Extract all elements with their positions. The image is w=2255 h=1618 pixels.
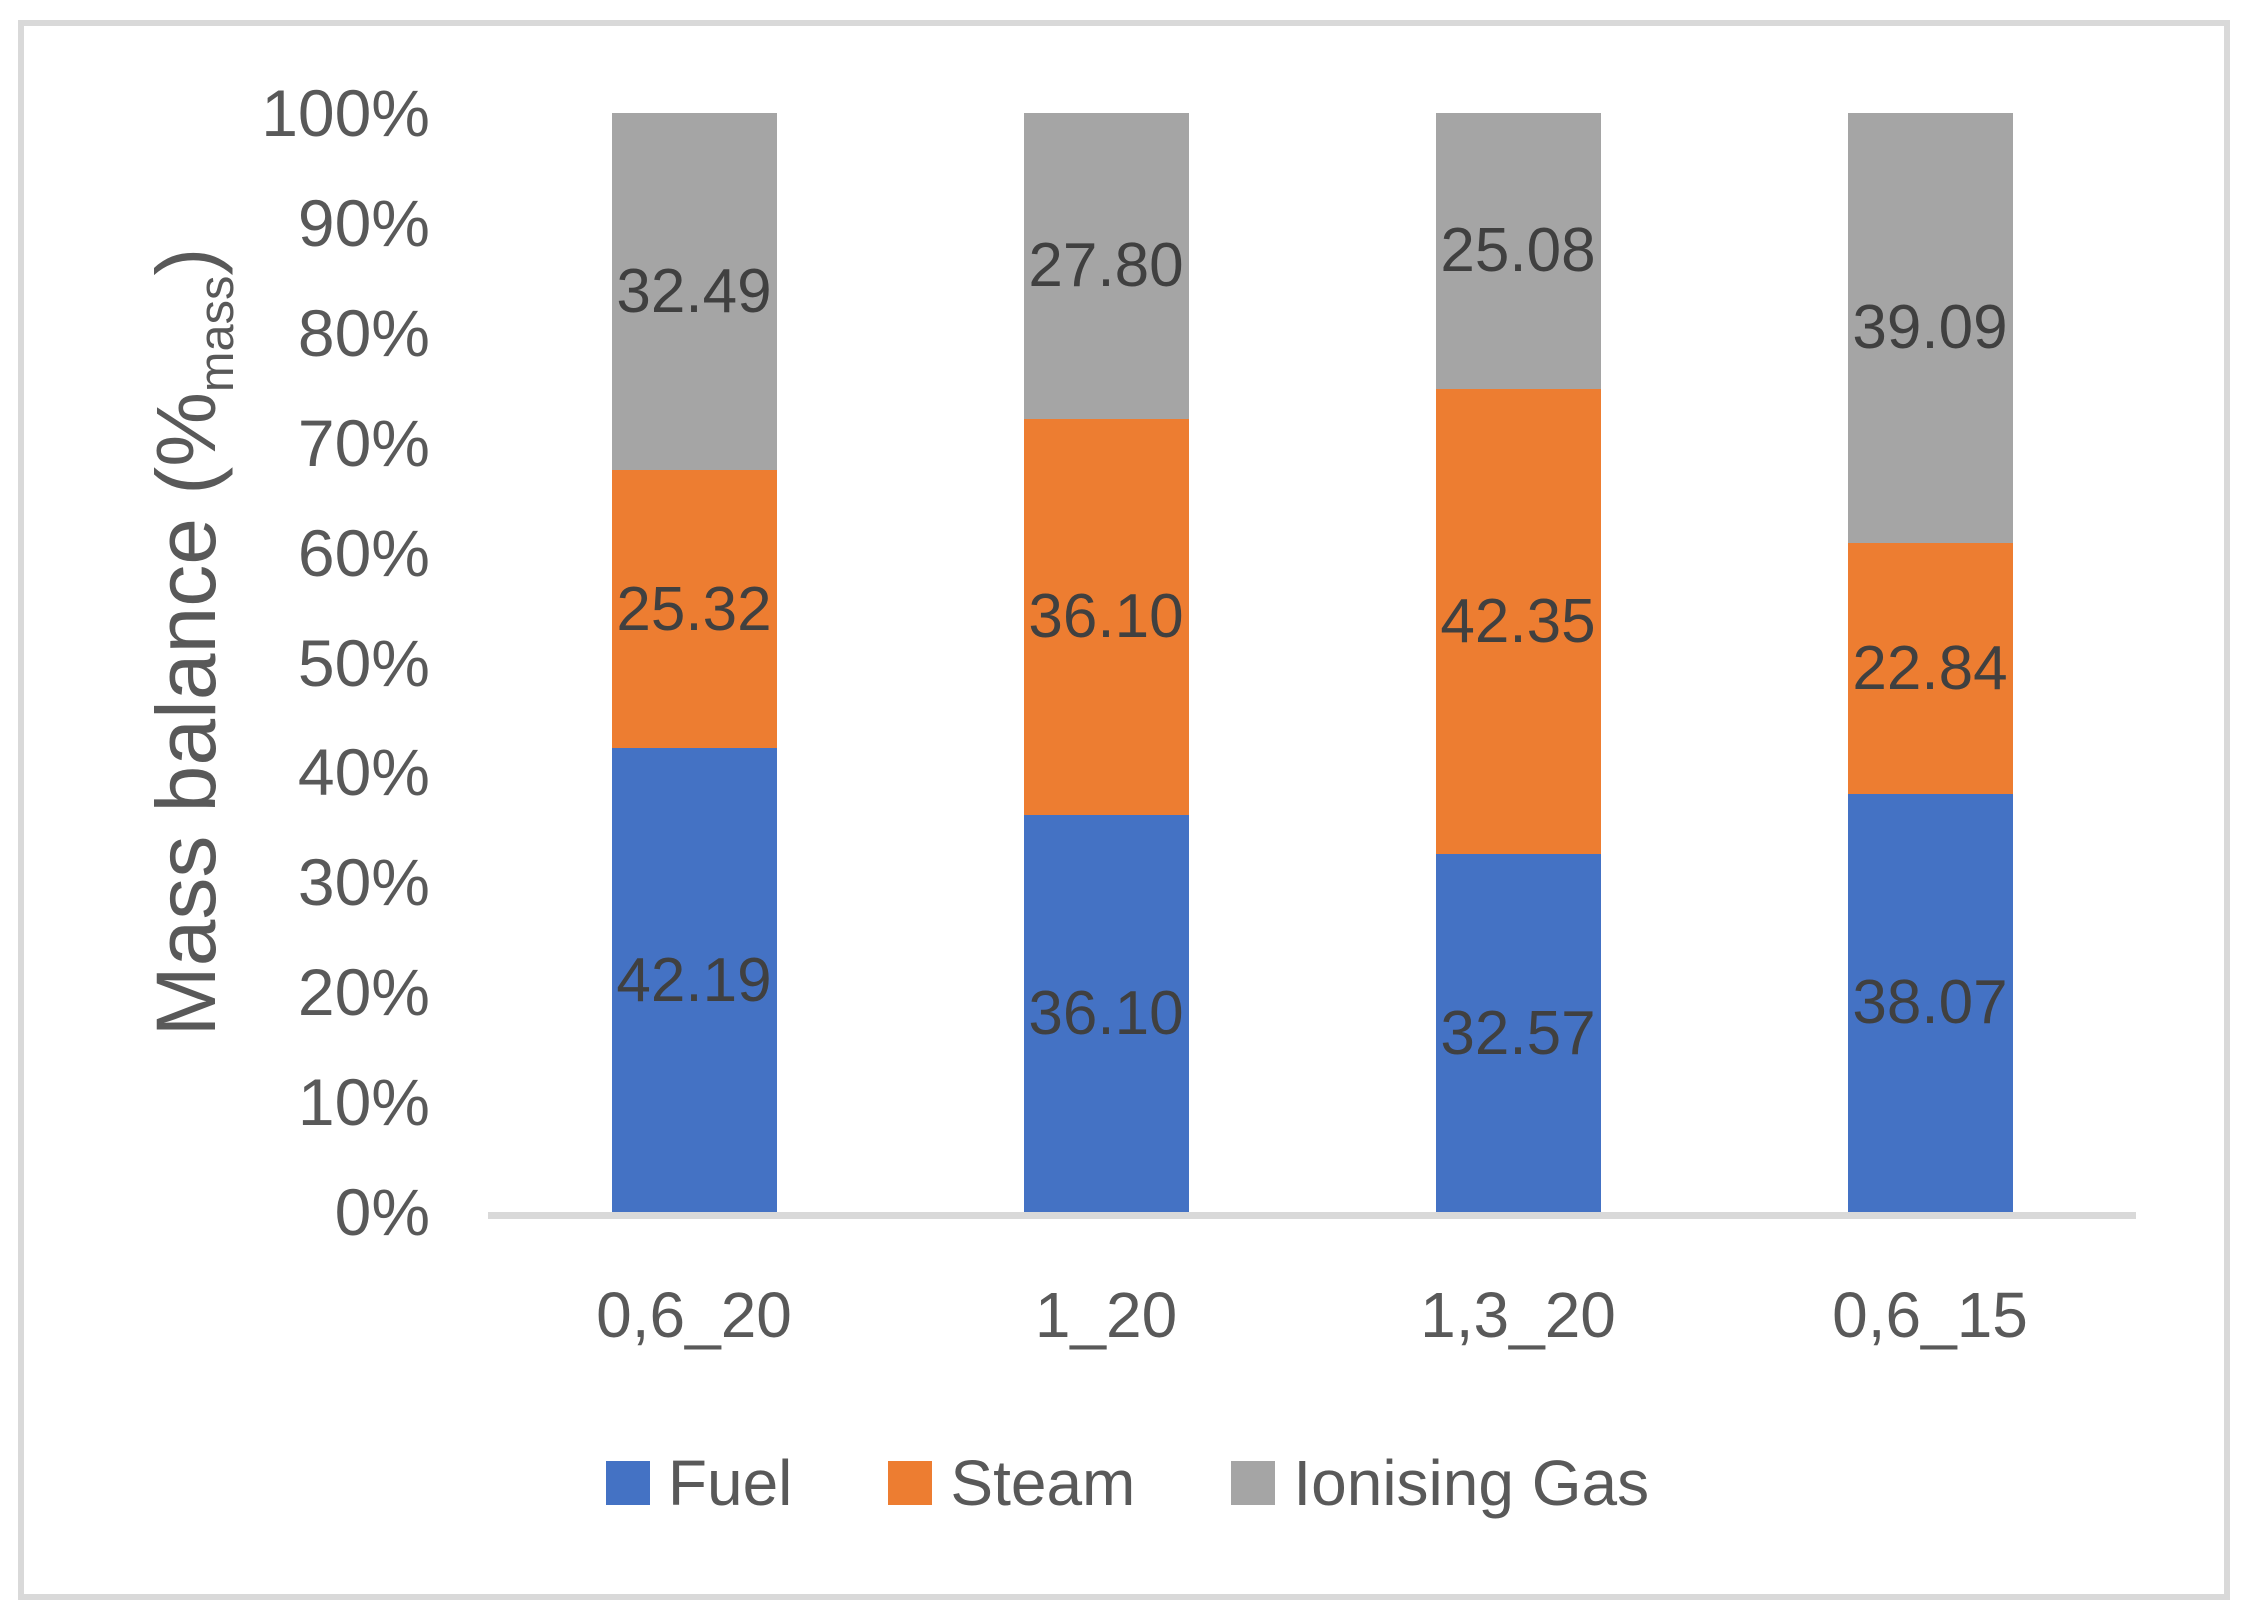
x-axis-line — [488, 1212, 2136, 1219]
bar-segment-ionising-gas: 27.80 — [1023, 113, 1189, 419]
data-label: 32.49 — [616, 257, 772, 327]
legend-swatch-icon — [605, 1461, 650, 1505]
legend-swatch-icon — [1231, 1461, 1276, 1505]
legend-label: Steam — [950, 1447, 1136, 1519]
stacked-bar: 42.19 25.32 32.49 — [611, 113, 777, 1212]
y-tick-label: 50% — [297, 625, 430, 700]
x-tick-label: 1_20 — [1034, 1279, 1178, 1351]
bar-segment-fuel: 32.57 — [1435, 854, 1601, 1212]
data-label: 36.10 — [1028, 582, 1184, 652]
legend-label: Fuel — [667, 1447, 793, 1519]
bar-segment-ionising-gas: 25.08 — [1435, 113, 1601, 389]
legend-item-ionising-gas: Ionising Gas — [1231, 1446, 1649, 1520]
plot-area: 42.19 25.32 32.49 36.10 36.10 27.80 32.57 42.35… — [488, 113, 2136, 1212]
bar-group: 36.10 36.10 27.80 — [900, 113, 1312, 1212]
y-tick-label: 20% — [297, 955, 430, 1030]
data-label: 42.19 — [616, 945, 772, 1015]
legend-item-steam: Steam — [888, 1446, 1135, 1520]
bar-group: 42.19 25.32 32.49 — [488, 113, 900, 1212]
x-tick-label: 0,6_20 — [596, 1279, 792, 1351]
data-label: 27.80 — [1028, 231, 1184, 301]
y-tick-label: 30% — [297, 845, 430, 920]
x-axis-labels: 0,6_20 1_20 1,3_20 0,6_15 — [488, 1278, 2136, 1352]
data-label: 25.32 — [616, 574, 772, 644]
y-axis-ticks: 100% 90% 80% 70% 60% 50% 40% 30% 20% 10%… — [0, 76, 445, 1249]
legend-swatch-icon — [888, 1461, 933, 1505]
stacked-bar: 32.57 42.35 25.08 — [1435, 113, 1601, 1212]
bar-segment-fuel: 42.19 — [611, 748, 777, 1212]
data-label: 42.35 — [1440, 586, 1596, 656]
x-tick-label: 1,3_20 — [1420, 1279, 1616, 1351]
y-tick-label: 0% — [334, 1175, 430, 1249]
y-tick-label: 10% — [297, 1065, 430, 1140]
y-tick-label: 100% — [261, 76, 430, 150]
data-label: 32.57 — [1440, 998, 1596, 1068]
data-label: 25.08 — [1440, 216, 1596, 286]
bar-segment-ionising-gas: 39.09 — [1847, 113, 2013, 543]
y-tick-label: 60% — [297, 515, 430, 590]
bar-segment-steam: 25.32 — [611, 470, 777, 749]
y-tick-label: 80% — [297, 295, 430, 370]
data-label: 38.07 — [1852, 968, 2008, 1038]
bar-segment-steam: 36.10 — [1023, 418, 1189, 816]
bar-segment-steam: 42.35 — [1435, 388, 1601, 855]
legend-item-fuel: Fuel — [605, 1446, 793, 1520]
x-tick-label: 0,6_15 — [1832, 1279, 2028, 1351]
y-tick-label: 90% — [297, 185, 430, 260]
bar-segment-fuel: 36.10 — [1023, 815, 1189, 1212]
bar-segment-fuel: 38.07 — [1847, 793, 2013, 1212]
bar-group: 32.57 42.35 25.08 — [1312, 113, 1724, 1212]
legend-label: Ionising Gas — [1293, 1447, 1650, 1519]
bar-segment-ionising-gas: 32.49 — [611, 113, 777, 471]
bar-group: 38.07 22.84 39.09 — [1724, 113, 2136, 1212]
data-label: 39.09 — [1852, 293, 2008, 363]
stacked-bar: 38.07 22.84 39.09 — [1847, 113, 2013, 1212]
data-label: 36.10 — [1028, 979, 1184, 1049]
legend: Fuel Steam Ionising Gas — [0, 1446, 2255, 1520]
y-tick-label: 40% — [297, 735, 430, 810]
stacked-bar: 36.10 36.10 27.80 — [1023, 113, 1189, 1212]
data-label: 22.84 — [1852, 633, 2008, 703]
bar-segment-steam: 22.84 — [1847, 542, 2013, 794]
y-tick-label: 70% — [297, 405, 430, 480]
